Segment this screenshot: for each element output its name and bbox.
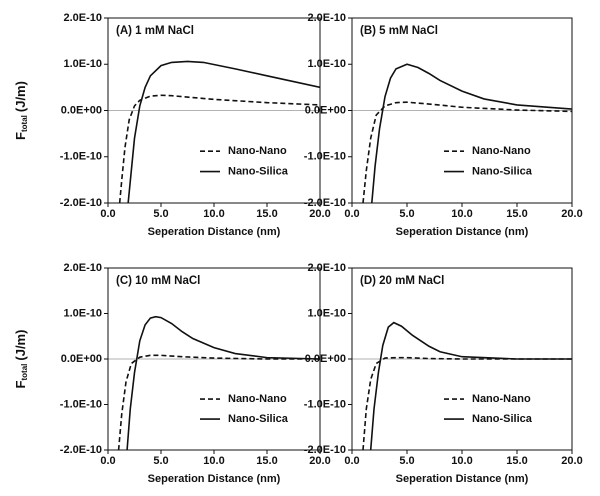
legend-label: Nano-Nano xyxy=(228,145,287,157)
y-tick-label: 1.0E-10 xyxy=(63,307,102,319)
y-tick-label: 0.0E+00 xyxy=(61,353,102,365)
x-tick-label: 5.0 xyxy=(153,208,168,220)
x-tick-label: 10.0 xyxy=(451,455,472,467)
y-tick-label: 2.0E-10 xyxy=(307,262,346,274)
x-axis-label: Seperation Distance (nm) xyxy=(148,226,281,238)
y-tick-label: -2.0E-10 xyxy=(60,444,102,456)
x-tick-label: 20.0 xyxy=(309,208,330,220)
y-label-unit: (J/m) xyxy=(13,330,28,361)
series-line xyxy=(371,63,572,203)
y-label-sub: total xyxy=(20,115,29,132)
panel-title: (D) 20 mM NaCl xyxy=(360,275,444,287)
y-tick-label: 0.0E+00 xyxy=(305,353,346,365)
legend-label: Nano-Nano xyxy=(472,145,531,157)
y-tick-label: -1.0E-10 xyxy=(304,151,346,163)
legend-label: Nano-Nano xyxy=(472,393,531,405)
x-tick-label: 10.0 xyxy=(451,208,472,220)
panel: Nano-Nano Nano-Silica -2.0E-10 -1.0E-10 0.0E… xyxy=(304,262,583,485)
y-tick-label: -2.0E-10 xyxy=(304,197,346,209)
y-tick-label: -2.0E-10 xyxy=(304,444,346,456)
y-tick-label: 1.0E-10 xyxy=(63,58,102,70)
legend-label: Nano-Silica xyxy=(472,165,533,177)
panel: Nano-Nano Nano-Silica -2.0E-10 -1.0E-10 0.0E… xyxy=(304,12,583,238)
panel-title: (A) 1 mM NaCl xyxy=(116,25,194,37)
series-line xyxy=(369,321,572,450)
y-tick-label: 1.0E-10 xyxy=(307,307,346,319)
series-line xyxy=(118,94,320,203)
x-axis-label: Seperation Distance (nm) xyxy=(148,473,281,485)
x-tick-label: 10.0 xyxy=(203,455,224,467)
x-tick-label: 0.0 xyxy=(344,208,359,220)
x-tick-label: 15.0 xyxy=(506,455,527,467)
panel-title: (B) 5 mM NaCl xyxy=(360,25,438,37)
y-tick-label: -1.0E-10 xyxy=(60,398,102,410)
series-line xyxy=(126,315,320,450)
y-tick-label: -2.0E-10 xyxy=(60,197,102,209)
x-tick-label: 20.0 xyxy=(309,455,330,467)
series-line xyxy=(127,60,320,203)
legend-label: Nano-Silica xyxy=(472,413,533,425)
legend-label: Nano-Silica xyxy=(228,413,289,425)
x-tick-label: 5.0 xyxy=(399,208,414,220)
y-tick-label: 2.0E-10 xyxy=(307,12,346,24)
x-tick-label: 0.0 xyxy=(100,455,115,467)
x-tick-label: 20.0 xyxy=(561,208,582,220)
y-tick-label: 0.0E+00 xyxy=(61,104,102,116)
series-line xyxy=(362,101,572,203)
legend-label: Nano-Nano xyxy=(228,393,287,405)
y-label-main: F xyxy=(13,132,28,140)
panel: Nano-Nano Nano-Silica -2.0E-10 -1.0E-10 0.0E… xyxy=(13,12,330,238)
y-label-main: F xyxy=(13,380,28,388)
series-line xyxy=(362,356,572,450)
y-axis-label: Ftotal (J/m) xyxy=(13,81,29,140)
y-tick-label: 2.0E-10 xyxy=(63,262,102,274)
x-tick-label: 5.0 xyxy=(399,455,414,467)
x-tick-label: 15.0 xyxy=(256,208,277,220)
panel: Nano-Nano Nano-Silica -2.0E-10 -1.0E-10 0.0E… xyxy=(13,262,330,485)
x-tick-label: 5.0 xyxy=(153,455,168,467)
legend-label: Nano-Silica xyxy=(228,165,289,177)
x-tick-label: 15.0 xyxy=(256,455,277,467)
y-label-unit: (J/m) xyxy=(13,81,28,112)
x-axis-label: Seperation Distance (nm) xyxy=(396,226,529,238)
y-label-sub: total xyxy=(20,364,29,381)
x-tick-label: 20.0 xyxy=(561,455,582,467)
x-tick-label: 0.0 xyxy=(344,455,359,467)
x-tick-label: 10.0 xyxy=(203,208,224,220)
panel-title: (C) 10 mM NaCl xyxy=(116,275,200,287)
x-axis-label: Seperation Distance (nm) xyxy=(396,473,529,485)
y-tick-label: -1.0E-10 xyxy=(304,398,346,410)
x-tick-label: 15.0 xyxy=(506,208,527,220)
y-tick-label: 1.0E-10 xyxy=(307,58,346,70)
series-line xyxy=(117,354,320,450)
y-axis-label: Ftotal (J/m) xyxy=(13,330,29,389)
y-tick-label: 2.0E-10 xyxy=(63,12,102,24)
y-tick-label: 0.0E+00 xyxy=(305,104,346,116)
x-tick-label: 0.0 xyxy=(100,208,115,220)
y-tick-label: -1.0E-10 xyxy=(60,151,102,163)
